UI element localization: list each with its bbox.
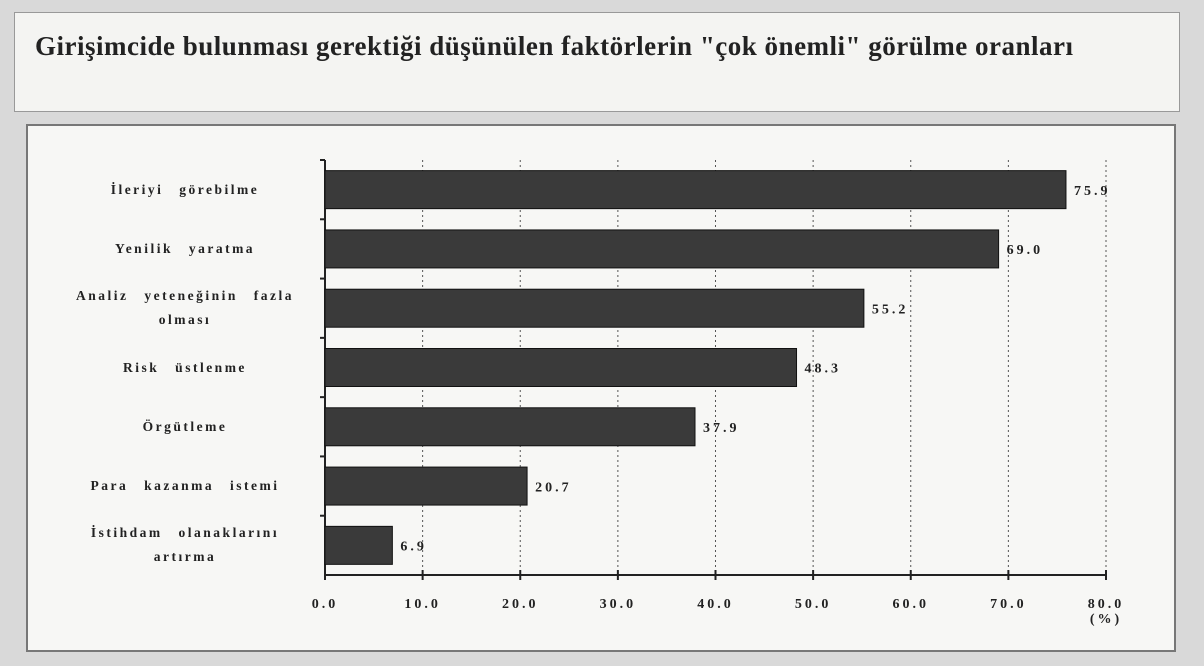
x-tick-label: 0.0	[312, 597, 339, 612]
x-tick-label: 70.0	[990, 597, 1027, 612]
x-axis-label: (%)	[1090, 612, 1122, 627]
bar	[324, 407, 696, 447]
x-tick-label: 40.0	[697, 597, 734, 612]
value-label: 75.9	[1074, 184, 1111, 199]
y-tick-label: Analiz yeteneğinin fazla olması	[76, 288, 294, 328]
x-tick-label: 60.0	[893, 597, 930, 612]
x-tick-label: 10.0	[404, 597, 441, 612]
y-tick-label: Para kazanma istemi	[90, 478, 280, 494]
bar	[324, 525, 393, 565]
value-label: 6.9	[400, 540, 427, 555]
bar	[324, 170, 1067, 210]
value-label: 55.2	[872, 302, 909, 317]
bar	[324, 229, 1000, 269]
y-tick-label: Yenilik yaratma	[114, 240, 256, 256]
title-box: Girişimcide bulunması gerektiği düşünüle…	[14, 12, 1180, 112]
chart-frame	[26, 124, 1176, 652]
x-tick-label: 50.0	[795, 597, 832, 612]
bar	[324, 288, 865, 328]
bar	[324, 466, 528, 506]
x-tick-label: 30.0	[600, 597, 637, 612]
y-tick-label: İstihdam olanaklarını artırma	[90, 525, 280, 565]
value-label: 48.3	[805, 362, 842, 377]
y-tick-label: İleriyi görebilme	[110, 181, 260, 197]
x-tick-label: 20.0	[502, 597, 539, 612]
value-label: 37.9	[703, 421, 740, 436]
y-tick-label: Risk üstlenme	[123, 359, 247, 375]
value-label: 20.7	[535, 480, 572, 495]
x-tick-label: 80.0	[1088, 597, 1125, 612]
bar	[324, 348, 798, 387]
y-tick-label: Örgütleme	[142, 418, 228, 434]
value-label: 69.0	[1007, 243, 1044, 258]
chart-title: Girişimcide bulunması gerektiği düşünüle…	[35, 31, 1074, 61]
